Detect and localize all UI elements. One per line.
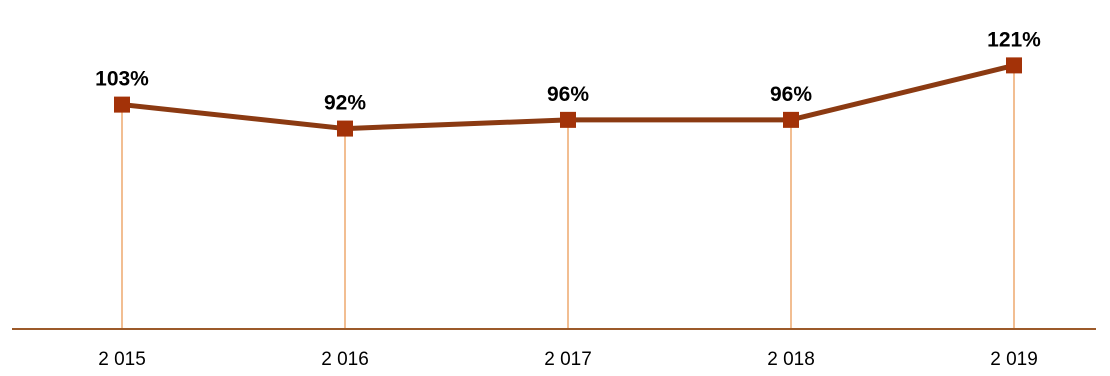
x-tick-label-3: 2 017 [544,349,592,370]
data-markers [114,57,1022,137]
x-tick-label-4: 2 018 [767,349,815,370]
x-tick-label-5: 2 019 [990,349,1038,370]
x-tick-label-1: 2 015 [98,349,146,370]
data-label-5: 121% [987,28,1041,51]
data-point-3 [560,111,576,128]
drop-lines [121,65,1015,329]
x-tick-label-2: 2 016 [321,349,369,370]
x-tick-labels: 2 015 2 016 2 017 2 018 2 019 [98,349,1038,370]
data-labels: 103% 92% 96% 96% 121% [95,28,1041,114]
data-label-4: 96% [770,83,812,106]
data-point-2 [337,120,353,137]
data-label-1: 103% [95,68,149,91]
data-label-3: 96% [547,83,589,106]
data-label-2: 92% [324,92,366,115]
data-point-4 [783,111,799,128]
data-point-1 [114,96,130,113]
data-point-5 [1006,57,1022,74]
